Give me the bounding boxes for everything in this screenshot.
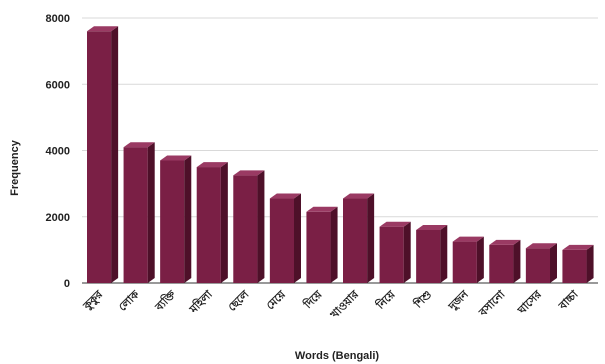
y-tick-label: 0 <box>64 278 70 290</box>
bar-front <box>416 230 441 283</box>
bar-side <box>257 170 265 283</box>
x-tick-label: দুজন <box>445 288 471 314</box>
bar <box>489 239 521 283</box>
bar-top <box>343 193 375 199</box>
x-tick-label: মহিলা <box>186 287 216 317</box>
bar-top <box>269 193 301 199</box>
bar-side <box>184 155 192 283</box>
bar <box>416 225 448 283</box>
bar-front <box>562 249 587 283</box>
y-tick-label: 2000 <box>46 212 70 224</box>
bar <box>233 170 265 283</box>
y-axis-label: Frequency <box>9 139 21 196</box>
bar-front <box>525 248 550 283</box>
x-axis-ticks: কুকুর লোক ব্যক্তি মহিলা ছেলে মেয়ে দিয়ে খাওয়া… <box>80 286 581 322</box>
y-axis-ticks: 0 2000 4000 6000 8000 <box>46 13 70 290</box>
x-tick-label: মেয়ে <box>264 288 289 313</box>
bar-top <box>233 170 265 176</box>
bar-top <box>306 206 338 212</box>
x-tick-label: ঘাসের <box>515 287 545 317</box>
x-tick-label: বাচ্চা <box>556 287 582 313</box>
bar <box>123 142 155 283</box>
bar-front <box>269 198 294 283</box>
bar-top <box>123 142 155 148</box>
x-tick-label: নিয়ে <box>373 287 399 313</box>
bar <box>379 221 411 283</box>
bar-side <box>586 244 594 283</box>
y-tick-label: 6000 <box>46 79 70 91</box>
y-tick-label: 8000 <box>46 13 70 25</box>
bar-side <box>549 243 557 283</box>
bar-top <box>87 26 119 32</box>
bar-front <box>379 226 404 283</box>
bar-front <box>196 167 221 283</box>
bar <box>196 162 228 283</box>
bar-side <box>111 26 119 283</box>
bar-front <box>87 31 112 283</box>
x-tick-label: বসানো <box>476 287 508 319</box>
bar-front <box>343 198 368 283</box>
x-tick-label: খাওয়ার <box>327 287 362 322</box>
bar-front <box>452 241 477 283</box>
bar-side <box>513 239 521 283</box>
bar-side <box>330 206 338 283</box>
x-tick-label: ব্যক্তি <box>151 286 179 314</box>
bar-side <box>476 236 484 283</box>
gridlines <box>82 17 598 218</box>
bar <box>306 206 338 283</box>
bar-front <box>160 160 185 283</box>
bar-front <box>123 147 148 283</box>
bars <box>87 26 594 283</box>
bar <box>343 193 375 283</box>
bar-front <box>233 175 258 283</box>
bar-top <box>379 221 411 227</box>
x-tick-label: লোক <box>116 287 143 314</box>
bar-side <box>293 193 301 283</box>
bar <box>562 244 594 283</box>
bar <box>452 236 484 283</box>
bar-top <box>562 244 594 250</box>
x-tick-label: দিয়ে <box>300 287 325 312</box>
bar-top <box>452 236 484 242</box>
x-tick-label: ছেলে <box>225 287 252 314</box>
bar-top <box>196 162 228 168</box>
bar-side <box>367 193 375 283</box>
bar-top <box>416 225 448 230</box>
bar-side <box>147 142 155 283</box>
bar-front <box>489 244 514 283</box>
bar-front <box>306 211 331 283</box>
x-tick-label: কুকুর <box>80 287 106 313</box>
bar-side <box>440 225 448 283</box>
bar <box>87 26 119 283</box>
bar <box>269 193 301 283</box>
x-tick-label: শিশু <box>410 287 434 311</box>
bar-side <box>403 221 411 283</box>
bar <box>525 243 557 283</box>
bar-top <box>525 243 557 249</box>
bar <box>160 155 192 283</box>
bar-side <box>220 162 228 283</box>
x-axis-label: Words (Bengali) <box>295 350 379 362</box>
bar-top <box>160 155 192 161</box>
bar-top <box>489 239 521 245</box>
y-tick-label: 4000 <box>46 146 70 158</box>
